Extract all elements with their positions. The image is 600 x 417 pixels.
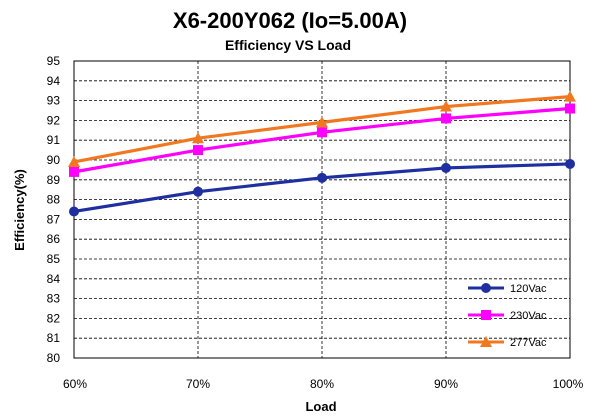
- data-point: [565, 103, 575, 114]
- legend-entry: 230Vac: [468, 310, 547, 322]
- legend-marker: [481, 283, 491, 293]
- y-tick-label: 95: [47, 54, 61, 68]
- data-point: [193, 186, 203, 197]
- x-axis-title: Load: [305, 399, 336, 414]
- y-tick-label: 93: [47, 94, 61, 108]
- data-point: [441, 162, 451, 173]
- data-point: [316, 116, 328, 128]
- y-tick-label: 89: [47, 173, 61, 187]
- x-tick-label: 60%: [63, 377, 87, 391]
- y-tick-label: 90: [47, 153, 61, 167]
- legend-label: 277Vac: [510, 337, 547, 349]
- y-tick-label: 91: [47, 133, 61, 147]
- series-230vac: [69, 103, 575, 177]
- chart-title: X6-200Y062 (Io=5.00A): [173, 8, 407, 33]
- data-point: [565, 158, 575, 169]
- y-tick-label: 85: [47, 252, 61, 266]
- data-point: [69, 206, 79, 217]
- y-tick-label: 86: [47, 232, 61, 246]
- x-tick-label: 100%: [553, 377, 584, 391]
- y-tick-label: 84: [47, 272, 61, 286]
- data-point: [440, 100, 452, 112]
- series-277vac: [68, 90, 576, 167]
- data-point: [441, 113, 451, 124]
- legend-entry: 277Vac: [468, 336, 547, 349]
- y-tick-label: 81: [47, 331, 61, 345]
- y-tick-label: 80: [47, 351, 61, 365]
- data-point: [317, 172, 327, 183]
- legend-entry: 120Vac: [468, 283, 547, 295]
- legend-label: 230Vac: [510, 310, 547, 322]
- data-point: [69, 166, 79, 177]
- x-tick-labels: 60% 70% 80% 90% 100%: [63, 377, 584, 391]
- data-point: [317, 127, 327, 138]
- y-tick-label: 92: [47, 113, 61, 127]
- data-point: [564, 90, 576, 102]
- chart-subtitle: Efficiency VS Load: [225, 37, 351, 53]
- data-series: [68, 90, 576, 217]
- y-tick-label: 88: [47, 193, 61, 207]
- y-tick-label: 83: [47, 292, 61, 306]
- y-tick-label: 87: [47, 212, 61, 226]
- data-point: [193, 145, 203, 156]
- y-axis-title: Efficiency(%): [12, 169, 27, 251]
- x-tick-label: 80%: [310, 377, 334, 391]
- y-tick-labels: 80 81 82 83 84 85 86 87 88 89 90 91 92 93 94 95: [47, 54, 61, 365]
- legend: 120Vac 230Vac 277Vac: [468, 283, 547, 349]
- legend-label: 120Vac: [510, 283, 547, 295]
- legend-marker: [481, 310, 491, 320]
- legend-marker: [480, 336, 492, 347]
- y-tick-label: 82: [47, 311, 61, 325]
- x-tick-label: 90%: [434, 377, 458, 391]
- series-120vac: [69, 158, 575, 217]
- y-tick-label: 94: [47, 74, 61, 88]
- data-point: [68, 155, 80, 167]
- data-point: [192, 132, 204, 144]
- x-tick-label: 70%: [186, 377, 210, 391]
